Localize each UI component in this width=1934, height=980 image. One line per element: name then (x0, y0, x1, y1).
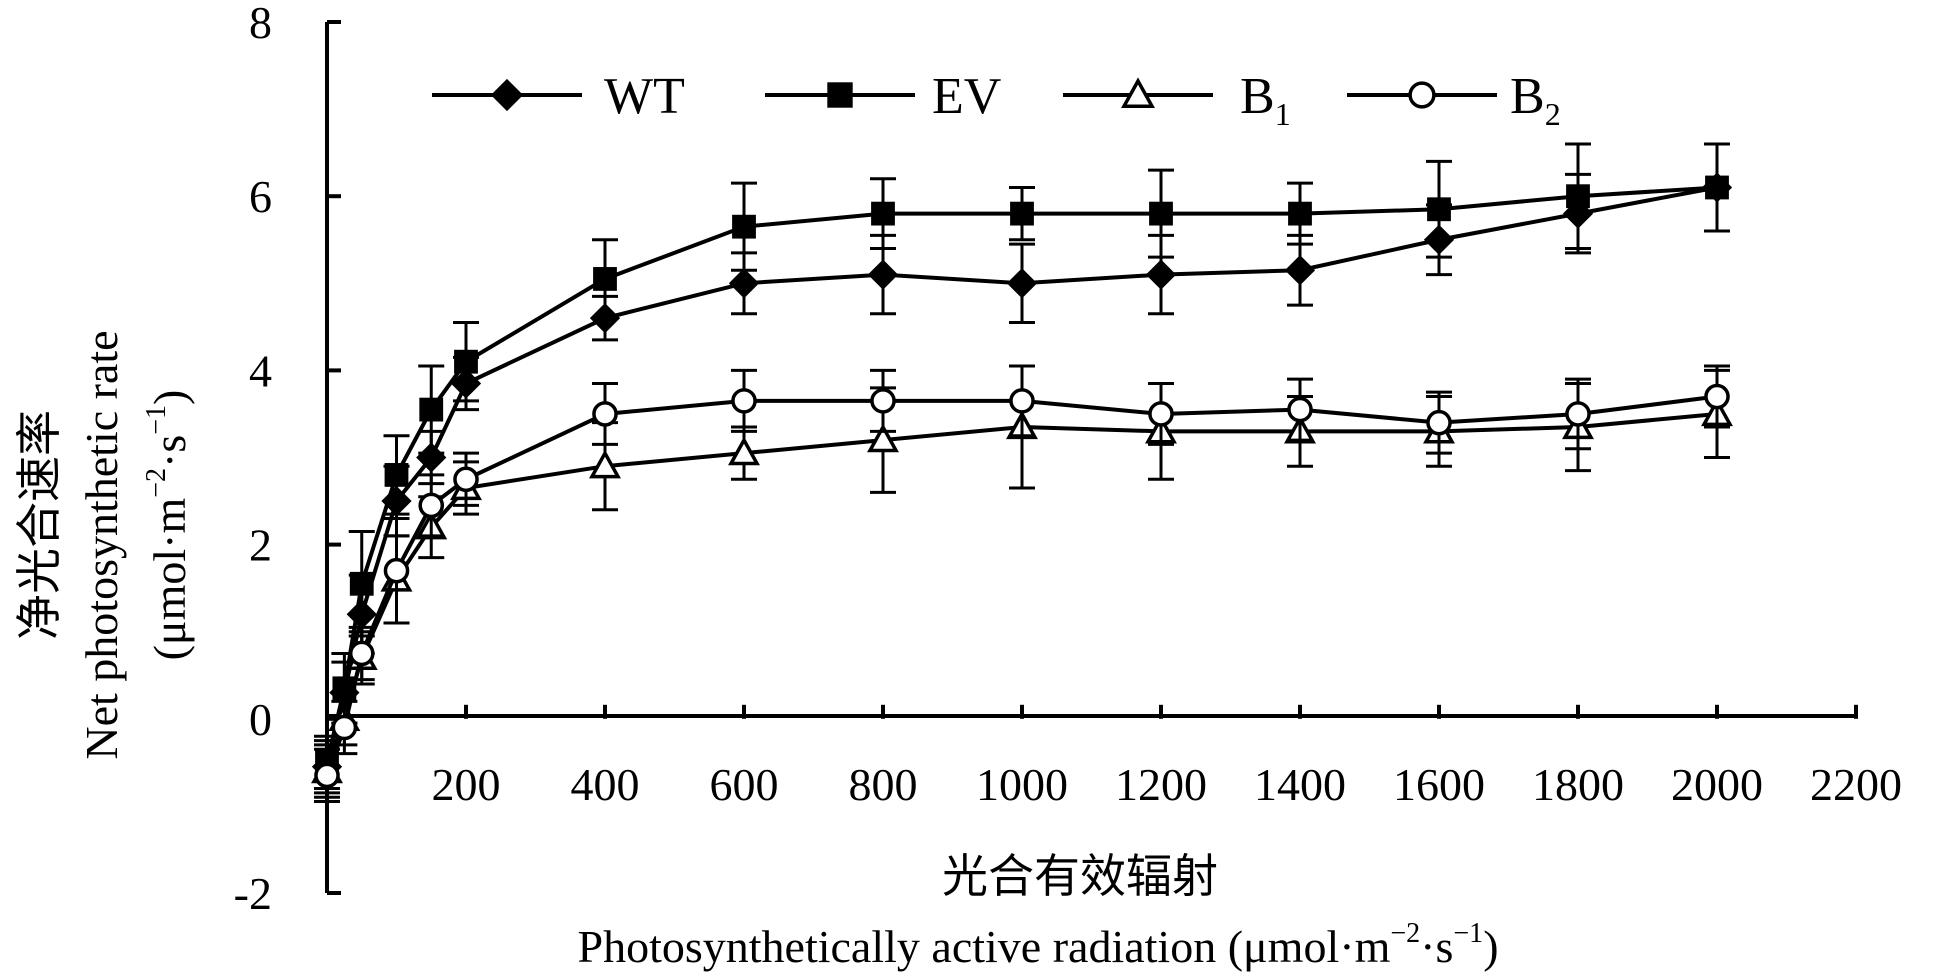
marker-diamond (490, 78, 524, 112)
series-ev (314, 142, 1730, 790)
y-tick-label: 2 (249, 520, 272, 571)
y-axis-title-en: Net photosynthetic rate (76, 330, 127, 759)
x-axis-title-sup1: −2 (1390, 918, 1420, 949)
x-axis-title-end: ) (1483, 921, 1498, 972)
x-axis-title-cn: 光合有效辐射 (942, 851, 1218, 902)
x-tick-label: 1400 (1254, 759, 1346, 810)
marker-circle (1565, 401, 1591, 427)
y-axis-unit-open: (μmol·m (144, 498, 195, 661)
marker-square (1566, 184, 1590, 209)
marker-square (871, 201, 895, 226)
marker-square (732, 214, 756, 239)
y-axis-title-unit: (μmol·m−2·s−1) (141, 390, 195, 661)
marker-square (1288, 201, 1312, 226)
x-tick-label: 1800 (1532, 759, 1624, 810)
marker-square (1427, 197, 1451, 222)
y-tick-label: 8 (249, 0, 272, 48)
marker-square (827, 82, 853, 108)
y-ticks: -2 0 2 4 6 8 (234, 0, 341, 919)
marker-diamond (1145, 259, 1177, 290)
x-axis-title-mid: ·s (1420, 921, 1453, 972)
marker-circle (383, 557, 410, 584)
marker-triangle (589, 449, 621, 479)
marker-diamond (728, 268, 760, 299)
y-tick-label: 0 (249, 694, 272, 745)
legend-label-main: B (1510, 68, 1545, 125)
axes (325, 22, 1856, 893)
legend-item-wt: WT (432, 68, 685, 125)
y-axis-unit-mid: ·s (144, 435, 195, 468)
marker-circle (1426, 409, 1452, 436)
legend-label-main: EV (932, 68, 1001, 125)
x-tick-label: 800 (849, 759, 918, 810)
x-tick-label: 400 (571, 759, 640, 810)
series-layer (311, 142, 1733, 804)
legend-label-main: B (1240, 68, 1275, 125)
x-tick-label: 600 (710, 759, 779, 810)
legend-item-ev: EV (765, 68, 1001, 125)
marker-circle (1287, 396, 1313, 423)
marker-square (454, 349, 478, 374)
marker-circle (1704, 383, 1730, 410)
marker-circle (314, 762, 340, 789)
marker-circle (592, 401, 618, 427)
legend-item-b1: B1 (1063, 68, 1291, 132)
y-tick-label: 6 (249, 171, 272, 222)
x-tick-label: 2200 (1810, 759, 1902, 810)
legend: WT EV B1 B2 (432, 68, 1561, 132)
legend-item-b2: B2 (1347, 68, 1561, 132)
marker-circle (1148, 401, 1174, 427)
marker-circle (870, 388, 896, 414)
marker-diamond (1284, 255, 1316, 286)
y-axis-unit-sup2: −1 (141, 405, 172, 435)
x-tick-label: 200 (432, 759, 501, 810)
y-tick-label: -2 (234, 868, 272, 919)
marker-triangle (728, 436, 760, 466)
marker-diamond (1006, 268, 1038, 299)
marker-square (593, 267, 617, 291)
x-axis-title-en: Photosynthetically active radiation (μmo… (577, 918, 1498, 972)
legend-label: EV (932, 68, 1001, 125)
x-tick-label: 1200 (1115, 759, 1207, 810)
x-axis-title-sup2: −1 (1453, 918, 1483, 949)
marker-square (384, 463, 409, 487)
marker-square (1149, 201, 1173, 226)
marker-circle (453, 466, 479, 493)
marker-triangle (867, 423, 899, 453)
marker-square (1705, 175, 1729, 200)
legend-label-subscript: 2 (1545, 96, 1561, 132)
marker-square (1010, 201, 1034, 226)
y-axis-title-cn: 净光合速率 (14, 410, 65, 640)
marker-circle (1408, 81, 1436, 109)
legend-label: B1 (1240, 68, 1291, 132)
x-ticks: 200 400 600 800 1000 1200 1400 1600 1800 2000 2200 (432, 704, 1902, 810)
marker-circle (348, 640, 375, 667)
marker-circle (731, 388, 757, 414)
x-tick-label: 2000 (1671, 759, 1763, 810)
series-b2 (314, 364, 1730, 804)
marker-circle (418, 492, 445, 519)
x-tick-label: 1000 (976, 759, 1068, 810)
y-axis-unit-sup1: −2 (141, 468, 172, 498)
marker-circle (331, 714, 358, 741)
marker-diamond (867, 259, 899, 290)
legend-label-main: WT (604, 68, 685, 125)
marker-circle (1009, 388, 1035, 414)
legend-label: WT (604, 68, 685, 125)
x-axis-title-main: Photosynthetically active radiation (μmo… (577, 921, 1390, 972)
x-tick-label: 1600 (1393, 759, 1485, 810)
y-tick-label: 4 (249, 345, 272, 396)
legend-label: B2 (1510, 68, 1561, 132)
legend-label-subscript: 1 (1275, 96, 1291, 132)
y-axis-unit-close: ) (144, 390, 195, 405)
marker-square (349, 571, 374, 596)
marker-triangle (1121, 77, 1155, 108)
marker-square (419, 397, 444, 422)
